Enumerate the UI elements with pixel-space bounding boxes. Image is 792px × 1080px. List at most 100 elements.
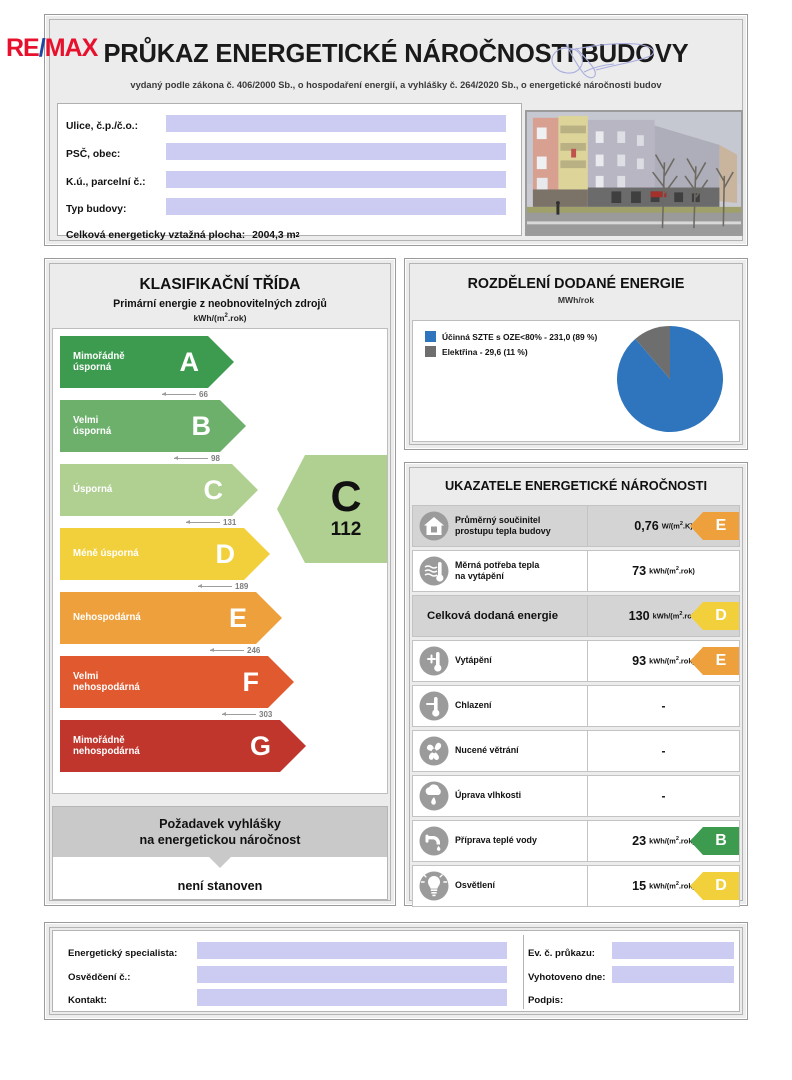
energy-band-label: Mimořádně nehospodárná [73,734,140,757]
footer-certificate-no: Osvědčení č.: [68,968,130,986]
indicator-row: Průměrný součinitel prostupu tepla budov… [412,505,740,547]
threshold-value: 66 [199,390,208,399]
pie-chart-unit: MWh/rok [557,295,595,305]
energy-band-threshold-c: 131 [186,518,236,527]
field-cadastre-label: K.ú., parcelní č.: [66,176,146,188]
energy-band-bar: Nehospodárná E [60,592,282,644]
energy-band-b: Velmi úsporná B [60,400,246,452]
threshold-arrow-icon [186,519,220,524]
indicator-unit: kWh/(m2.rok) [649,836,695,846]
cooling-icon [413,691,455,721]
result-marker-body: C 112 [277,455,387,563]
energy-band-label: Velmi úsporná [73,414,112,437]
requirement-header-line2: na energetickou náročnost [139,833,301,847]
indicator-label: Celková dodaná energie [427,609,559,622]
footer-specialist-input[interactable] [197,942,507,959]
indicator-row: Úprava vlhkosti - [412,775,740,817]
energy-band-letter: D [215,538,236,569]
indicator-value: 0,76 [634,519,659,533]
energy-band-label: Méně úsporná [73,548,139,560]
threshold-value: 189 [235,582,249,591]
energy-band-label: Mimořádně úsporná [73,350,125,373]
indicator-class-badge: D [690,872,739,900]
pie-legend-item: Účinná SZTE s OZE<80% - 231,0 (89 %) [425,331,597,342]
fan-icon [413,736,455,766]
threshold-value: 246 [247,646,261,655]
bulb-icon [413,871,455,901]
pie-legend-label: Elektřina - 29,6 (11 %) [442,346,528,357]
indicators-title: UKAZATELE ENERGETICKÉ NÁROČNOSTI [444,478,708,493]
footer-registration-no-label: Ev. č. průkazu: [528,947,595,959]
heating-icon [413,646,455,676]
indicator-value: 73 [632,564,647,578]
indicator-row: Osvětlení 15 kWh/(m2.rok) D [412,865,740,907]
threshold-arrow-icon [210,647,244,652]
footer-issue-date-input[interactable] [612,966,734,983]
indicator-label: Měrná potřeba tepla na vytápění [455,559,540,581]
result-class-value: 112 [330,519,362,541]
field-street-input[interactable] [166,115,506,132]
indicator-row: Vytápění 93 kWh/(m2.rok) E [412,640,740,682]
indicator-value-cell: - [587,776,739,816]
threshold-value: 98 [211,454,220,463]
building-photo-illustration [527,112,741,234]
footer-registration-no: Ev. č. průkazu: [528,944,595,962]
logo-text-max: MAX [44,34,99,62]
classification-unit-tail: .rok) [227,313,247,323]
field-zip-city-input[interactable] [166,143,506,160]
page-title: PRŮKAZ ENERGETICKÉ NÁROČNOSTI BUDOVY [103,40,689,68]
energy-band-threshold-f: 303 [222,710,272,719]
field-zip-city: PSČ, obec: [66,145,120,163]
energy-band-letter: F [242,666,260,697]
logo-slash: / [38,34,46,62]
total-area-value: 2004,3 m [252,229,296,241]
indicator-label: Úprava vlhkosti [455,790,522,801]
indicators-list: Průměrný součinitel prostupu tepla budov… [412,505,740,907]
indicator-unit: kWh/(m2.rok) [649,881,695,891]
field-cadastre-input[interactable] [166,171,506,188]
energy-band-bar: Úsporná C [60,464,258,516]
result-class-letter: C [330,472,362,521]
energy-band-letter: B [191,410,212,441]
total-area-row: Celková energeticky vztažná plocha: 2004… [66,226,300,244]
field-building-type-input[interactable] [166,198,506,215]
classification-unit-base: kWh/(m [193,313,225,323]
energy-band-f: Velmi nehospodárná F [60,656,294,708]
requirement-header-line1: Požadavek vyhlášky [159,816,281,831]
house-icon [413,511,455,541]
page-subtitle: vydaný podle zákona č. 406/2000 Sb., o h… [130,80,662,90]
footer-signature-label: Podpis: [528,994,564,1006]
pie-chart-title: ROZDĚLENÍ DODANÉ ENERGIE [467,276,685,292]
footer-divider [523,935,524,1009]
indicator-row: Měrná potřeba tepla na vytápění 73 kWh/(m2… [412,550,740,592]
indicator-class-badge: D [690,602,739,630]
energy-band-c: Úsporná C [60,464,258,516]
pie-legend-swatch [425,331,436,342]
energy-band-threshold-b: 98 [174,454,220,463]
classification-title: KLASIFIKAČNÍ TŘÍDA [139,276,301,293]
indicator-value: - [661,789,666,803]
energy-band-label: Velmi nehospodárná [73,670,140,693]
indicator-unit: W/(m2.K) [661,521,693,531]
logo-text-re: RE [6,34,40,62]
footer-certificate-no-input[interactable] [197,966,507,983]
energy-band-bar: Mimořádně nehospodárná G [60,720,306,772]
indicator-value-cell: - [587,686,739,726]
indicator-label: Osvětlení [455,880,495,891]
field-building-type-label: Typ budovy: [66,203,127,215]
signature-mark [551,43,654,79]
threshold-value: 131 [223,518,237,527]
footer-contact-label: Kontakt: [68,994,107,1006]
energy-band-letter: G [249,730,271,761]
energy-band-label: Nehospodárná [73,612,141,624]
building-photo [525,110,743,236]
field-street: Ulice, č.p./č.o.: [66,117,138,135]
footer-specialist-label: Energetický specialista: [68,947,178,959]
footer-contact-input[interactable] [197,989,507,1006]
indicator-row: Chlazení - [412,685,740,727]
indicator-value: 23 [632,834,647,848]
indicator-unit: kWh/(m2.rok) [649,656,695,666]
footer-registration-no-input[interactable] [612,942,734,959]
